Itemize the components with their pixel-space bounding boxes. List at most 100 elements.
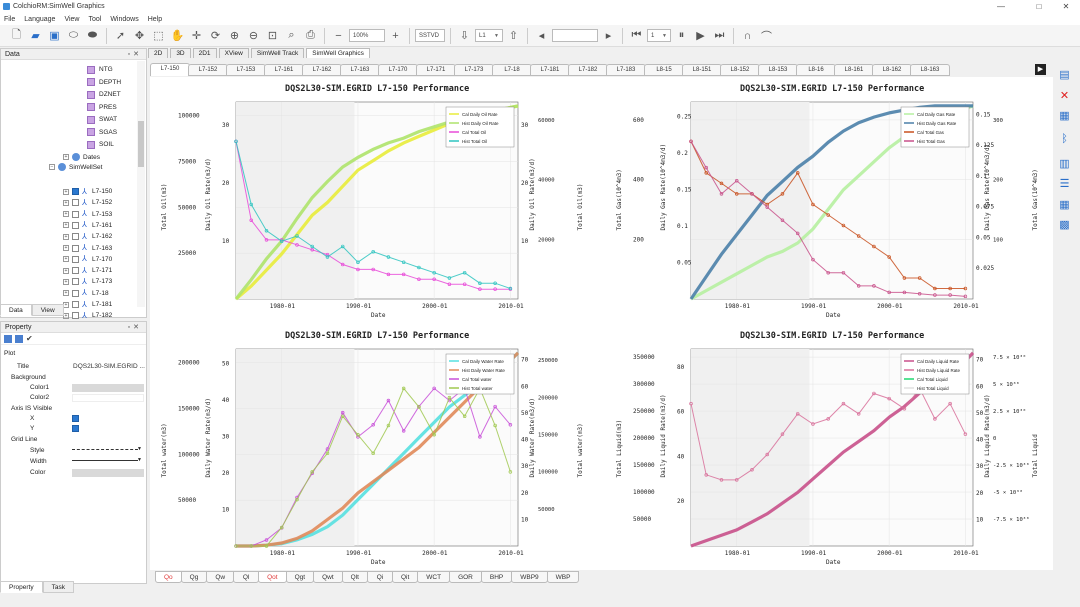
well-checkbox[interactable] <box>72 301 79 308</box>
zoom-out-icon[interactable]: ⊖ <box>248 30 259 42</box>
well-checkbox[interactable] <box>72 312 79 320</box>
tree-item-property[interactable]: NTG <box>87 64 113 75</box>
new-file-icon[interactable]: 🗋 <box>12 29 21 41</box>
tree-item-group[interactable]: + Dates <box>63 152 100 163</box>
property-row-width[interactable]: Width <box>1 456 146 466</box>
well-tab[interactable]: L8-162 <box>872 64 912 76</box>
tree-item-property[interactable]: SGAS <box>87 127 117 138</box>
tree-item-group[interactable]: − SimWellSet <box>49 162 102 173</box>
zoom-in-icon[interactable]: ⊕ <box>229 30 240 42</box>
zoom-combo[interactable]: 100% <box>349 29 385 42</box>
tree-item-well[interactable]: + ⅄ L7-161 <box>63 220 112 231</box>
alphabetical-icon[interactable] <box>15 334 23 343</box>
property-row-color1[interactable]: Color1 <box>1 382 146 392</box>
expand-icon[interactable]: + <box>63 211 69 218</box>
prev-step-icon[interactable]: ◂ <box>538 30 545 42</box>
menu-tool[interactable]: Tool <box>88 15 102 23</box>
expand-icon[interactable]: + <box>63 256 69 263</box>
well-tab[interactable]: L7-163 <box>340 64 380 76</box>
well-tab[interactable]: L8-16 <box>796 64 836 76</box>
property-row-style[interactable]: Style <box>1 445 146 455</box>
well-checkbox[interactable] <box>72 233 79 241</box>
well-checkbox[interactable] <box>72 199 79 207</box>
property-row-title[interactable]: Title DQS2L30-SIM.EGRID ... <box>1 361 146 371</box>
maximize-button[interactable]: □ <box>1036 2 1042 11</box>
select-pointer-icon[interactable]: ➚ <box>115 30 126 42</box>
layer-up-icon[interactable]: ⇧ <box>508 30 519 42</box>
open-file-icon[interactable]: ▰ <box>31 30 40 42</box>
tabs-scroll-right-icon[interactable]: ▶ <box>1035 64 1046 75</box>
well-tab[interactable]: L7-171 <box>416 64 456 76</box>
menu-view[interactable]: View <box>64 15 80 23</box>
well-tab[interactable]: L8-153 <box>758 64 798 76</box>
tree-item-well[interactable]: + ⅄ L7-171 <box>63 265 112 276</box>
well-tab[interactable]: L7-173 <box>454 64 494 76</box>
tab-property[interactable]: Property <box>0 581 43 593</box>
minimize-button[interactable]: — <box>997 2 1005 11</box>
tree-item-well[interactable]: + ⅄ L7-153 <box>63 209 112 220</box>
color1-swatch[interactable] <box>72 384 144 392</box>
well-tab[interactable]: L8-152 <box>720 64 760 76</box>
play-icon[interactable]: ▶ <box>696 30 705 42</box>
panel-controls-icon[interactable]: ▫✕ <box>127 51 142 58</box>
menu-language[interactable]: Language <box>24 15 56 23</box>
tab-data[interactable]: Data <box>0 304 32 316</box>
zoom-fit-icon[interactable]: ⊡ <box>267 30 278 42</box>
tree-item-property[interactable]: SWAT <box>87 114 117 125</box>
close-button[interactable]: ✕ <box>1062 2 1070 11</box>
well-tab[interactable]: L7-152 <box>188 64 228 76</box>
date-slider[interactable] <box>552 29 598 42</box>
expand-icon[interactable]: + <box>63 233 69 240</box>
pan-icon[interactable]: ✥ <box>134 30 145 42</box>
expand-icon[interactable]: + <box>63 267 69 274</box>
first-frame-icon[interactable]: ⏮ <box>631 29 642 41</box>
well-checkbox[interactable] <box>72 255 79 263</box>
tree-item-well[interactable]: + ⅄ L7-18 <box>63 288 109 299</box>
layout-grid-icon[interactable]: ▦ <box>1059 199 1070 211</box>
chart-list-icon[interactable]: ▦ <box>1059 110 1070 122</box>
expand-icon[interactable]: + <box>63 290 69 297</box>
tree-item-property[interactable]: SOIL <box>87 139 114 150</box>
tree-item-property[interactable]: DZNET <box>87 89 121 100</box>
panel-controls-icon[interactable]: ▫✕ <box>127 324 142 331</box>
quantity-tab[interactable]: Qlt <box>341 571 368 583</box>
property-row-y[interactable]: Y <box>1 423 146 433</box>
quantity-tab[interactable]: WCT <box>417 571 451 583</box>
well-tab[interactable]: L7-150 <box>150 63 190 76</box>
next-step-icon[interactable]: ▸ <box>605 30 612 42</box>
tree-item-property[interactable]: DEPTH <box>87 77 121 88</box>
expand-icon[interactable]: + <box>63 245 69 251</box>
well-tab[interactable]: L7-161 <box>264 64 304 76</box>
save-icon[interactable]: ▣ <box>49 30 60 42</box>
quantity-tab[interactable]: Qot <box>258 571 287 583</box>
tree-item-well[interactable]: + ⅄ L7-163 <box>63 243 112 254</box>
well-checkbox[interactable] <box>72 289 79 297</box>
grid-style-preview[interactable] <box>72 449 138 450</box>
y-axis-checkbox[interactable] <box>72 425 79 432</box>
quantity-tab[interactable]: Qi <box>366 571 393 583</box>
delete-icon[interactable]: ✕ <box>1059 90 1070 102</box>
tab-task[interactable]: Task <box>42 581 74 593</box>
zoom-minus-icon[interactable]: − <box>335 29 342 42</box>
bluetooth-icon[interactable]: ᛒ <box>1061 133 1068 145</box>
property-value[interactable]: DQS2L30-SIM.EGRID ... <box>73 362 145 370</box>
tab-3d[interactable]: 3D <box>170 48 191 58</box>
layer-combo[interactable]: L1 ▼ <box>475 29 503 42</box>
quantity-tab[interactable]: Qit <box>391 571 419 583</box>
quantity-tab[interactable]: Ql <box>233 571 260 583</box>
well-tab[interactable]: L7-162 <box>302 64 342 76</box>
well-tab[interactable]: L8-15 <box>644 64 684 76</box>
last-frame-icon[interactable]: ⏭ <box>714 29 725 41</box>
well-tab[interactable]: L8-151 <box>682 64 722 76</box>
layout-grid-2-icon[interactable]: ▩ <box>1059 219 1070 231</box>
x-axis-checkbox[interactable] <box>72 415 79 422</box>
apply-check-icon[interactable]: ✔ <box>26 334 33 343</box>
tree-item-well[interactable]: + ⅄ L7-162 <box>63 231 112 242</box>
curve-2-icon[interactable]: ⌒ <box>761 30 772 43</box>
shape-tool-icon[interactable]: ⬭ <box>68 29 79 41</box>
tree-item-well[interactable]: + ⅄ L7-173 <box>63 276 112 287</box>
quantity-tab[interactable]: WBP <box>546 571 580 583</box>
grid-color-swatch[interactable] <box>72 469 144 477</box>
tree-item-well[interactable]: + ⅄ L7-150 <box>63 186 112 197</box>
zoom-region-icon[interactable]: ⬚ <box>153 30 164 42</box>
